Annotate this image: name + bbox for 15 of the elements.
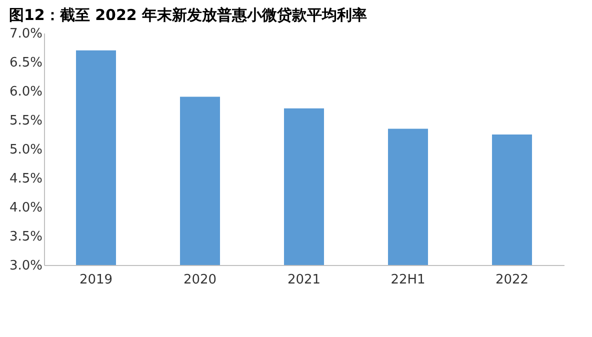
chart-title: 图12：截至 2022 年末新发放普惠小微贷款平均利率 (8, 6, 368, 24)
x-tick-label: 2020 (183, 272, 217, 288)
y-tick-label: 4.5% (9, 172, 42, 186)
y-tick-label: 7.0% (9, 26, 42, 42)
y-tick-label: 3.0% (9, 258, 42, 274)
y-tick-label: 6.5% (9, 56, 42, 70)
x-tick-label: 2019 (79, 272, 113, 288)
x-tick-label: 2021 (287, 272, 321, 288)
y-tick-label: 4.0% (9, 200, 42, 216)
x-tick-label: 2022 (495, 272, 529, 288)
y-tick-label: 3.5% (9, 230, 42, 244)
y-tick-label: 5.5% (9, 114, 42, 128)
y-tick-label: 5.0% (9, 142, 42, 158)
x-tick-label: 22H1 (390, 272, 426, 288)
y-tick-label: 6.0% (9, 84, 42, 100)
